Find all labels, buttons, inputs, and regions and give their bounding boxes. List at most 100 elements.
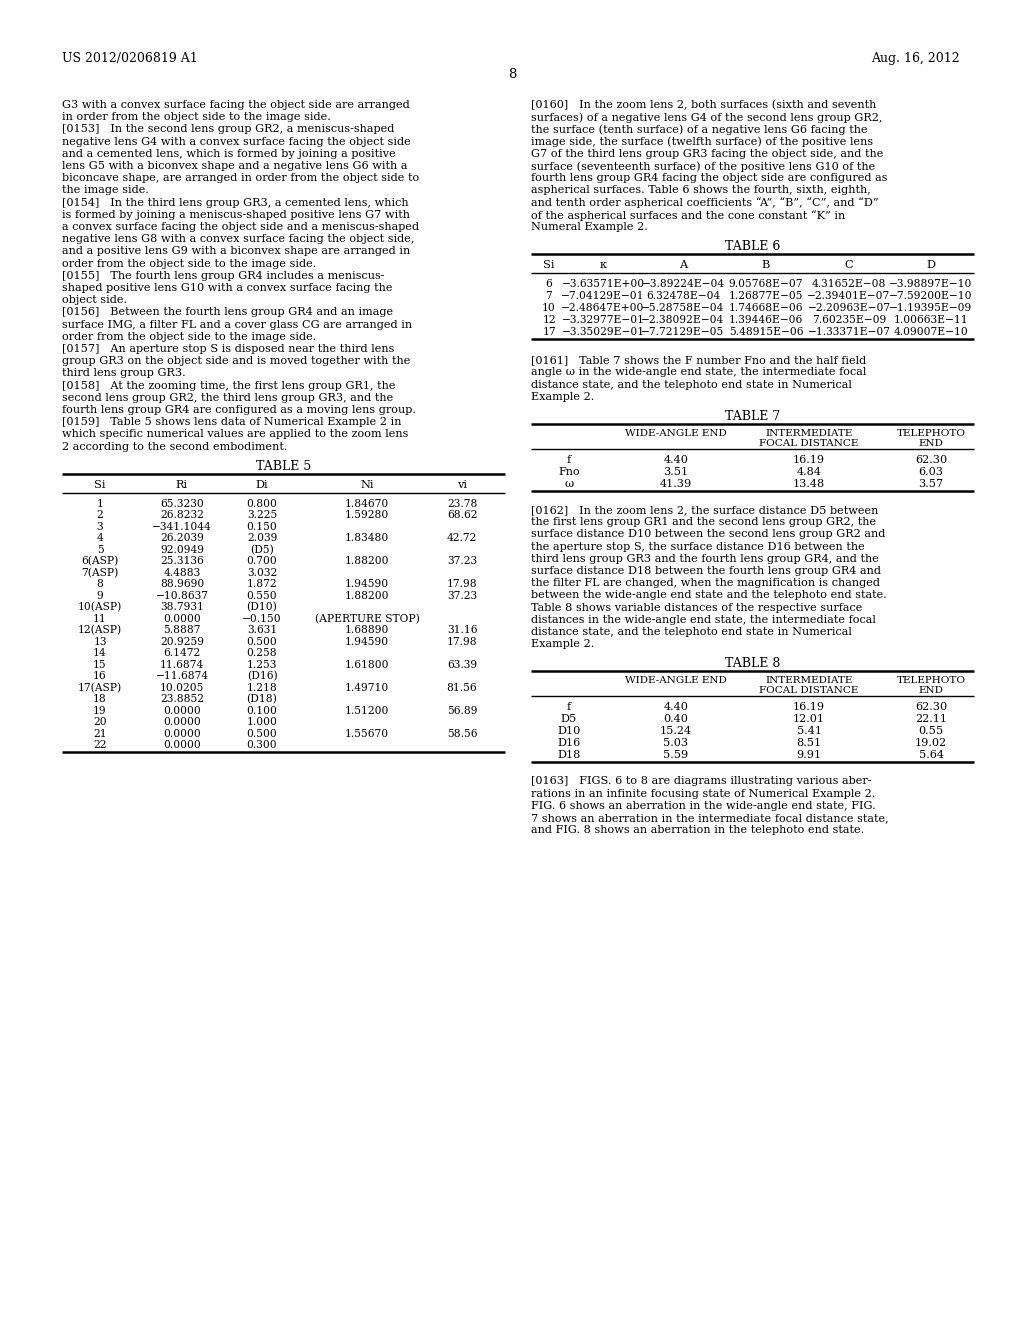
Text: 56.89: 56.89 [446,706,477,715]
Text: surface distance D18 between the fourth lens group GR4 and: surface distance D18 between the fourth … [531,566,881,576]
Text: angle ω in the wide-angle end state, the intermediate focal: angle ω in the wide-angle end state, the… [531,367,866,378]
Text: 0.700: 0.700 [247,556,278,566]
Text: D5: D5 [561,714,578,725]
Text: 1.61800: 1.61800 [345,660,389,669]
Text: −1.33371E−07: −1.33371E−07 [808,327,891,337]
Text: 5.48915E−06: 5.48915E−06 [729,327,803,337]
Text: surface distance D10 between the second lens group GR2 and: surface distance D10 between the second … [531,529,886,540]
Text: 23.8852: 23.8852 [160,694,204,705]
Text: and tenth order aspherical coefficients “A”, “B”, “C”, and “D”: and tenth order aspherical coefficients … [531,198,879,209]
Text: 1.253: 1.253 [247,660,278,669]
Text: −2.48647E+00: −2.48647E+00 [561,304,645,313]
Text: 23.78: 23.78 [446,499,477,508]
Text: −10.8637: −10.8637 [156,591,209,601]
Text: 15.24: 15.24 [659,726,692,737]
Text: [0154]   In the third lens group GR3, a cemented lens, which: [0154] In the third lens group GR3, a ce… [62,198,409,207]
Text: −2.39401E−07: −2.39401E−07 [807,292,891,301]
Text: 7 shows an aberration in the intermediate focal distance state,: 7 shows an aberration in the intermediat… [531,813,889,822]
Text: surface IMG, a filter FL and a cover glass CG are arranged in: surface IMG, a filter FL and a cover gla… [62,319,412,330]
Text: (D18): (D18) [247,694,278,705]
Text: third lens group GR3.: third lens group GR3. [62,368,185,379]
Text: vi: vi [457,479,467,490]
Text: [0158]   At the zooming time, the first lens group GR1, the: [0158] At the zooming time, the first le… [62,380,395,391]
Text: 4.4883: 4.4883 [164,568,201,578]
Text: 26.2039: 26.2039 [160,533,204,544]
Text: 5.59: 5.59 [664,750,688,760]
Text: negative lens G8 with a convex surface facing the object side,: negative lens G8 with a convex surface f… [62,234,415,244]
Text: 42.72: 42.72 [446,533,477,544]
Text: −7.59200E−10: −7.59200E−10 [889,292,973,301]
Text: 92.0949: 92.0949 [160,545,204,554]
Text: 1.94590: 1.94590 [345,579,389,589]
Text: 6(ASP): 6(ASP) [81,556,119,566]
Text: 1.55670: 1.55670 [345,729,389,739]
Text: 3.57: 3.57 [919,479,944,488]
Text: 6: 6 [546,280,552,289]
Text: C: C [845,260,853,271]
Text: surface (seventeenth surface) of the positive lens G10 of the: surface (seventeenth surface) of the pos… [531,161,876,172]
Text: 1.39446E−06: 1.39446E−06 [729,315,803,325]
Text: [0155]   The fourth lens group GR4 includes a meniscus-: [0155] The fourth lens group GR4 include… [62,271,384,281]
Text: group GR3 on the object side and is moved together with the: group GR3 on the object side and is move… [62,356,411,366]
Text: −2.38092E−04: −2.38092E−04 [641,315,725,325]
Text: TABLE 7: TABLE 7 [725,411,780,422]
Text: 1.74668E−06: 1.74668E−06 [729,304,803,313]
Text: 1.68890: 1.68890 [345,626,389,635]
Text: 0.500: 0.500 [247,729,278,739]
Text: 9.05768E−07: 9.05768E−07 [729,280,803,289]
Text: (D16): (D16) [247,672,278,681]
Text: FOCAL DISTANCE: FOCAL DISTANCE [760,686,859,696]
Text: 4.40: 4.40 [664,455,688,465]
Text: shaped positive lens G10 with a convex surface facing the: shaped positive lens G10 with a convex s… [62,282,392,293]
Text: TABLE 8: TABLE 8 [725,657,780,671]
Text: 22: 22 [93,741,106,750]
Text: −2.20963E−07: −2.20963E−07 [808,304,891,313]
Text: −0.150: −0.150 [243,614,282,624]
Text: 1.51200: 1.51200 [345,706,389,715]
Text: of the aspherical surfaces and the cone constant “K” in: of the aspherical surfaces and the cone … [531,210,845,220]
Text: 0.550: 0.550 [247,591,278,601]
Text: 22.11: 22.11 [915,714,947,725]
Text: 9.91: 9.91 [797,750,821,760]
Text: 17: 17 [542,327,556,337]
Text: 17(ASP): 17(ASP) [78,682,122,693]
Text: 7: 7 [546,292,552,301]
Text: 65.3230: 65.3230 [160,499,204,508]
Text: 1.26877E−05: 1.26877E−05 [729,292,803,301]
Text: and FIG. 8 shows an aberration in the telephoto end state.: and FIG. 8 shows an aberration in the te… [531,825,864,836]
Text: the filter FL are changed, when the magnification is changed: the filter FL are changed, when the magn… [531,578,880,589]
Text: Si: Si [544,260,555,271]
Text: order from the object side to the image side.: order from the object side to the image … [62,331,316,342]
Text: 0.100: 0.100 [247,706,278,715]
Text: −3.35029E−01: −3.35029E−01 [561,327,644,337]
Text: the surface (tenth surface) of a negative lens G6 facing the: the surface (tenth surface) of a negativ… [531,124,867,135]
Text: 6.1472: 6.1472 [164,648,201,659]
Text: is formed by joining a meniscus-shaped positive lens G7 with: is formed by joining a meniscus-shaped p… [62,210,410,220]
Text: 10: 10 [542,304,556,313]
Text: 1.49710: 1.49710 [345,682,389,693]
Text: 1: 1 [96,499,103,508]
Text: biconcave shape, are arranged in order from the object side to: biconcave shape, are arranged in order f… [62,173,419,183]
Text: (D10): (D10) [247,602,278,612]
Text: 0.55: 0.55 [919,726,943,737]
Text: WIDE-ANGLE END: WIDE-ANGLE END [625,676,727,685]
Text: −7.72129E−05: −7.72129E−05 [641,327,725,337]
Text: 0.0000: 0.0000 [163,717,201,727]
Text: FIG. 6 shows an aberration in the wide-angle end state, FIG.: FIG. 6 shows an aberration in the wide-a… [531,801,876,810]
Text: order from the object side to the image side.: order from the object side to the image … [62,259,316,268]
Text: distances in the wide-angle end state, the intermediate focal: distances in the wide-angle end state, t… [531,615,876,624]
Text: 41.39: 41.39 [659,479,692,488]
Text: surfaces) of a negative lens G4 of the second lens group GR2,: surfaces) of a negative lens G4 of the s… [531,112,883,123]
Text: 62.30: 62.30 [914,455,947,465]
Text: 0.0000: 0.0000 [163,741,201,750]
Text: [0161]   Table 7 shows the F number Fno and the half field: [0161] Table 7 shows the F number Fno an… [531,355,866,366]
Text: 5.64: 5.64 [919,750,943,760]
Text: (APERTURE STOP): (APERTURE STOP) [314,614,420,624]
Text: 1.94590: 1.94590 [345,636,389,647]
Text: 7(ASP): 7(ASP) [81,568,119,578]
Text: distance state, and the telephoto end state in Numerical: distance state, and the telephoto end st… [531,627,852,638]
Text: −3.89224E−04: −3.89224E−04 [641,280,725,289]
Text: −1.19395E−09: −1.19395E−09 [890,304,973,313]
Text: 31.16: 31.16 [446,626,477,635]
Text: Numeral Example 2.: Numeral Example 2. [531,222,648,232]
